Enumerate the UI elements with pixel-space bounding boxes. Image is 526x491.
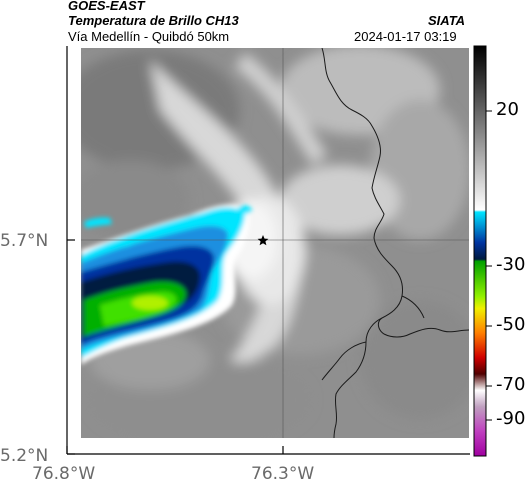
lat-tick-label-5-7: 5.7°N — [0, 231, 49, 251]
header-route: Vía Medellín - Quibdó 50km — [68, 29, 230, 44]
header-agency: SIATA — [428, 13, 466, 28]
lon-tick-label-76-3: 76.3°W — [251, 464, 315, 484]
colorbar-label-minus-30: -30 — [496, 254, 526, 275]
admin-boundaries — [321, 48, 469, 438]
header-datetime: 2024-01-17 03:19 — [354, 29, 457, 44]
lat-tick-label-5-2: 5.2°N — [0, 446, 49, 466]
colorbar — [473, 45, 492, 457]
colorbar-label-minus-90: -90 — [496, 408, 526, 429]
colorbar-label-20: 20 — [496, 99, 519, 120]
header-product: Temperatura de Brillo CH13 — [68, 13, 239, 28]
colorbar-label-minus-70: -70 — [496, 374, 526, 395]
header-satellite: GOES-EAST — [68, 0, 145, 13]
axes — [66, 46, 470, 455]
lon-tick-label-76-8: 76.8°W — [32, 464, 96, 484]
colorbar-label-minus-50: -50 — [496, 314, 526, 335]
infrared-imagery — [81, 48, 469, 438]
star-marker — [257, 235, 269, 246]
